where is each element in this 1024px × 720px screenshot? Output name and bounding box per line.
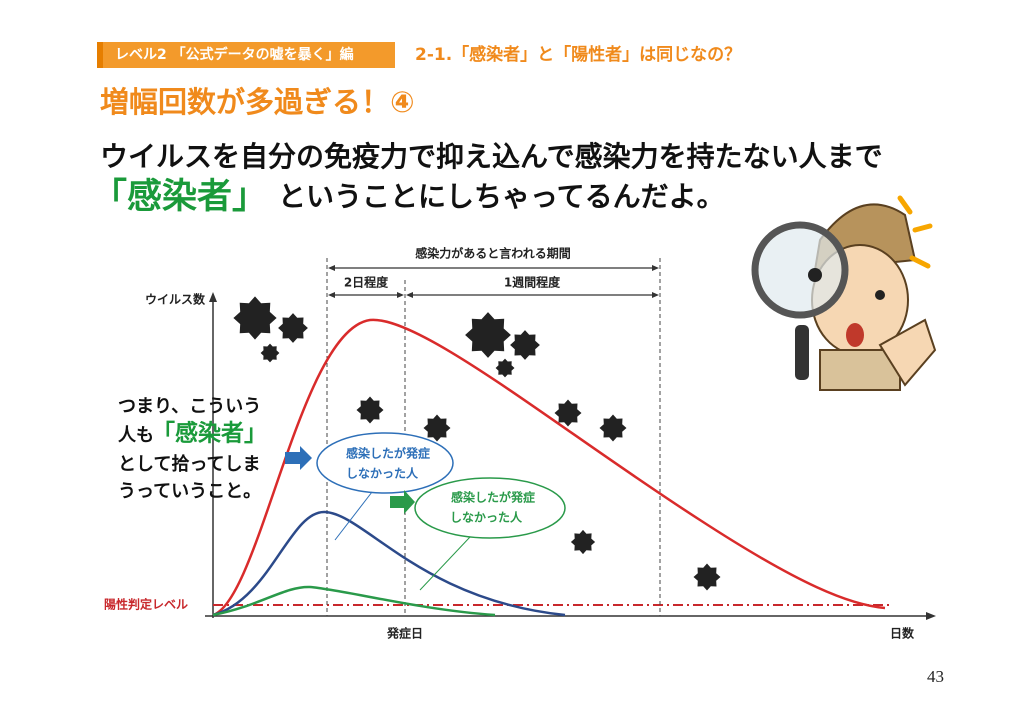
virus (599, 414, 627, 442)
bubble-text: しなかった人 (346, 466, 419, 481)
virus (554, 399, 582, 427)
virus (495, 358, 515, 378)
virus (423, 414, 451, 442)
body-line: ということにしちゃってるんだよ。 (278, 180, 725, 213)
arrow-heads (328, 265, 659, 298)
title: 増幅回数が多過ぎる！④ (100, 85, 415, 119)
bubble-pointer (334, 491, 373, 541)
infected-curve (212, 318, 886, 617)
header-tag: レベル2 「公式データの嘘を暴く」編 (115, 46, 354, 63)
virus-icons (233, 296, 721, 591)
virus (278, 313, 308, 343)
bubble-green (414, 477, 566, 539)
callout-text: つまり、こういう (118, 396, 261, 417)
callout-text: として拾ってしま (118, 453, 261, 475)
bubble-text: 感染したが発症 (451, 490, 535, 505)
bubble-text: 感染したが発症 (346, 446, 430, 461)
early-label: 2日程度 (344, 275, 389, 290)
asymptomatic-curve-green (212, 585, 496, 617)
virus (260, 343, 280, 363)
virus (465, 312, 511, 358)
detective-illustration (751, 195, 937, 391)
callout-highlight: 「感染者」 (152, 420, 267, 447)
arrow-green (390, 490, 415, 514)
header-tag-bar (97, 42, 395, 68)
callout-text: うっていうこと。 (118, 481, 261, 502)
asymptomatic-curve (212, 510, 566, 617)
late-label: 1週間程度 (504, 275, 561, 290)
header-section: 2-1.「感染者」と「陽性者」は同じなの？ (415, 44, 741, 65)
bubble-text: しなかった人 (450, 510, 523, 525)
threshold-label: 陽性判定レベル (104, 597, 188, 612)
period-label: 感染力があると言われる期間 (415, 246, 570, 261)
y-axis-arrow (209, 292, 217, 302)
virus (233, 296, 277, 340)
y-axis-label: ウイルス数 (145, 292, 206, 307)
arrow-blue (285, 446, 312, 470)
period-arrows (330, 267, 657, 296)
virus (693, 563, 721, 591)
x-axis-arrow (926, 612, 936, 620)
body-highlight: 「感染者」 (92, 177, 267, 217)
virus (356, 396, 384, 424)
virus (510, 330, 540, 360)
page-number: 43 (927, 667, 944, 686)
bubble-blue (316, 432, 454, 494)
header-tag-edge (97, 42, 103, 68)
x-axis-label: 日数 (890, 626, 915, 641)
virus (570, 529, 596, 555)
body-line: ウイルスを自分の免疫力で抑え込んで感染力を持たない人まで (100, 140, 883, 173)
bubble-pointer (419, 536, 471, 591)
callout-text: 人も (118, 425, 154, 446)
onset-label: 発症日 (386, 626, 423, 641)
